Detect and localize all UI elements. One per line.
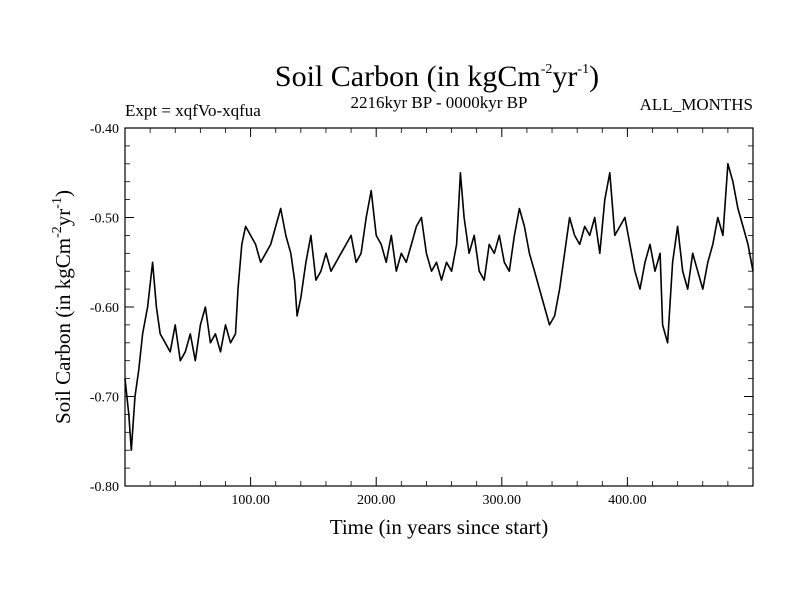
x-tick-label: 400.00 [608, 493, 647, 508]
x-tick-label: 200.00 [357, 493, 396, 508]
y-tick-label: -0.70 [90, 391, 119, 406]
y-axis-label-exp1: -2 [50, 226, 65, 238]
y-axis-label-main: Soil Carbon (in kgCm [51, 238, 75, 424]
x-tick-label: 300.00 [483, 493, 522, 508]
y-axis-label: Soil Carbon (in kgCm-2yr-1) [50, 190, 75, 424]
y-axis-label-end: ) [51, 190, 75, 197]
subtitle-experiment: Expt = xqfVo-xqfua [125, 101, 261, 120]
chart-title: Soil Carbon (in kgCm-2yr-1) [275, 60, 599, 93]
subtitle-period: 2216kyr BP - 0000kyr BP [351, 93, 528, 112]
y-axis-label-mid: yr [51, 209, 75, 227]
y-axis-ticks: -0.80 -0.70 -0.60 -0.50 -0.40 [90, 122, 753, 495]
y-tick-label: -0.40 [90, 122, 119, 137]
chart-title-end: ) [589, 60, 599, 93]
chart-title-exp1: -2 [541, 62, 553, 77]
y-tick-label: -0.50 [90, 212, 119, 227]
x-axis-label: Time (in years since start) [330, 515, 549, 539]
chart-title-exp2: -1 [577, 62, 589, 77]
y-tick-label: -0.60 [90, 301, 119, 316]
chart-title-main: Soil Carbon (in kgCm [275, 60, 541, 93]
plot-frame [124, 127, 754, 487]
y-tick-label: -0.80 [90, 480, 119, 495]
x-axis-ticks: 100.00 200.00 300.00 400.00 [231, 128, 647, 508]
y-axis-label-exp2: -1 [50, 197, 65, 209]
series-line-soil-carbon [124, 163, 754, 451]
subtitle-months: ALL_MONTHS [640, 95, 753, 114]
minor-ticks [125, 128, 753, 486]
x-tick-label: 100.00 [231, 493, 270, 508]
chart-title-mid: yr [552, 60, 577, 93]
